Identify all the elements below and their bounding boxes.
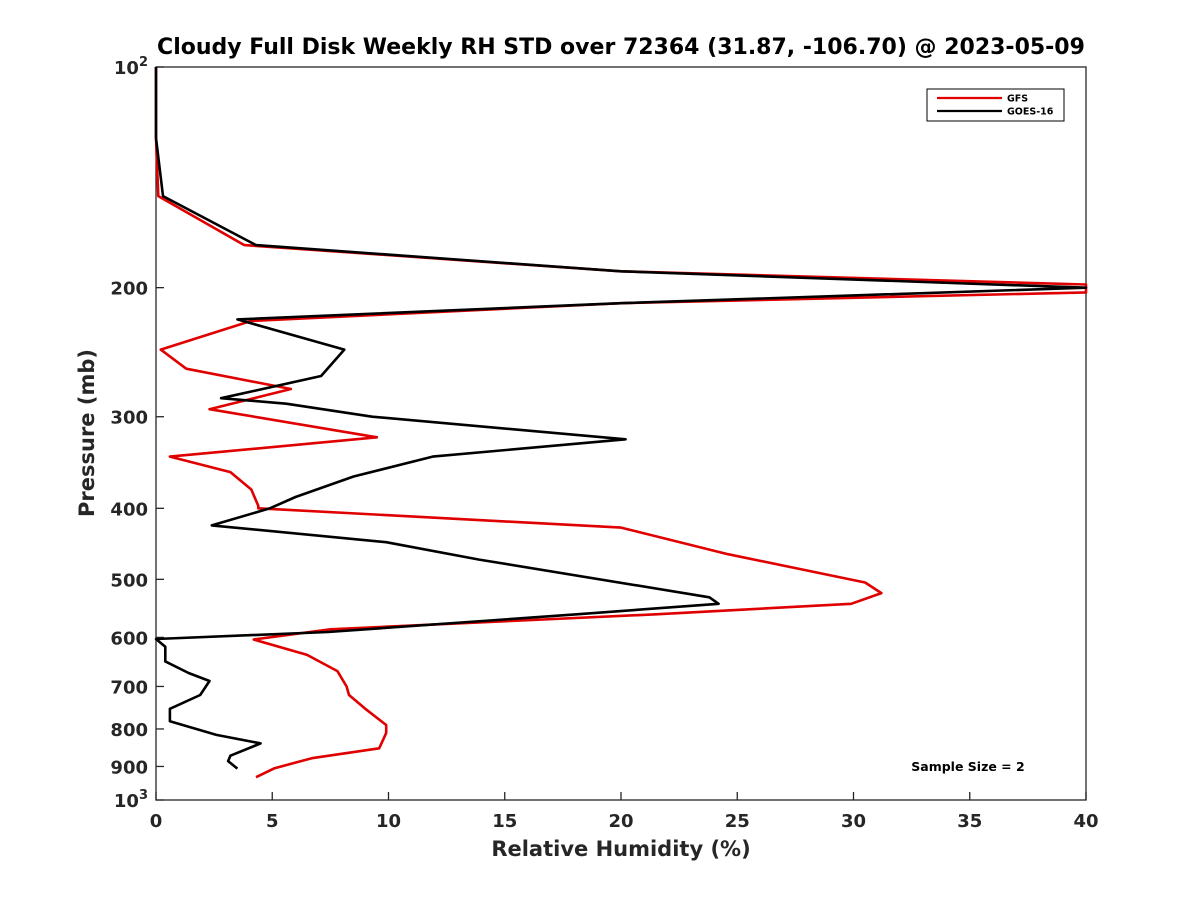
y-tick-label: 300 (110, 408, 148, 429)
legend-label-gfs: GFS (1007, 94, 1028, 105)
y-tick-label: 500 (110, 570, 148, 591)
legend: GFS GOES-16 (926, 88, 1065, 122)
x-tick-label: 10 (376, 811, 401, 832)
y-tick-label: 700 (110, 677, 148, 698)
x-tick-label: 15 (492, 811, 517, 832)
y-tick-label: 800 (110, 720, 148, 741)
x-axis: 0 5 10 15 20 25 30 35 40 (150, 792, 1099, 832)
x-tick-label: 20 (608, 811, 633, 832)
y-tick-label: 200 (110, 279, 148, 300)
x-tick-label: 25 (725, 811, 750, 832)
y-tick-label: 600 (110, 628, 148, 649)
plot-area (155, 66, 1087, 801)
x-tick-label: 40 (1073, 811, 1098, 832)
sample-size-annotation: Sample Size = 2 (911, 759, 1024, 774)
series-line-gfs (154, 67, 1088, 779)
y-tick-label: 102 (114, 55, 148, 79)
y-axis-label: Pressure (mb) (75, 349, 99, 517)
x-tick-label: 0 (150, 811, 163, 832)
y-axis: 102 200 300 400 500 600 700 800 900 103 (110, 55, 164, 812)
series-layer (154, 67, 1088, 779)
x-axis-label: Relative Humidity (%) (491, 837, 750, 861)
x-tick-label: 5 (266, 811, 279, 832)
legend-label-goes16: GOES-16 (1007, 107, 1054, 118)
series-line-goes16 (154, 67, 1088, 770)
y-tick-label: 103 (114, 788, 148, 812)
chart-title: Cloudy Full Disk Weekly RH STD over 7236… (157, 35, 1085, 60)
legend-box (926, 88, 1065, 122)
x-tick-label: 30 (841, 811, 866, 832)
y-tick-label: 400 (110, 499, 148, 520)
y-tick-label: 900 (110, 757, 148, 778)
x-tick-label: 35 (957, 811, 982, 832)
